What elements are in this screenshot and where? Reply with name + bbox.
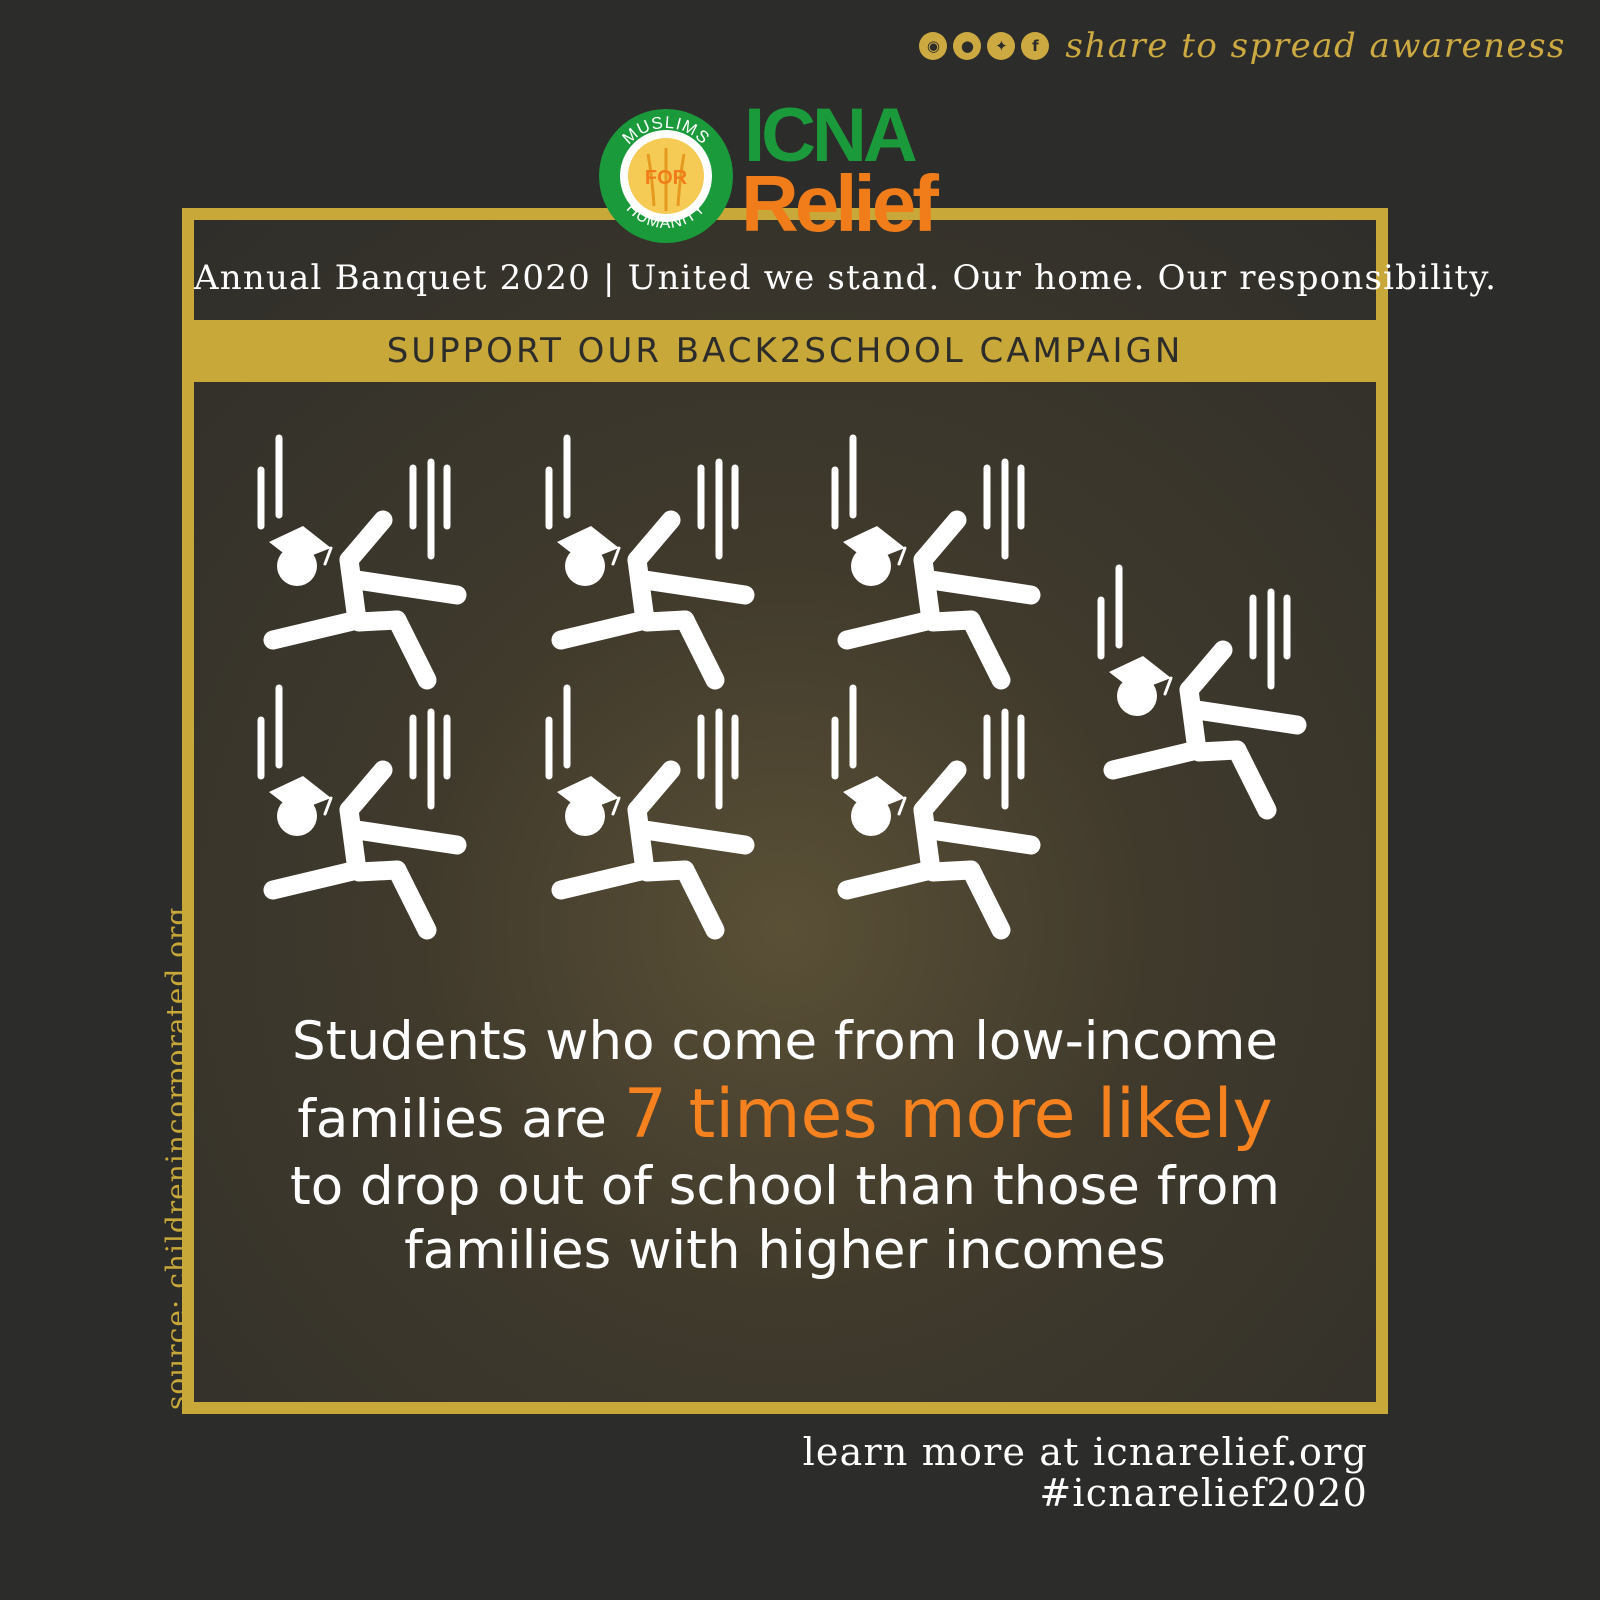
statement-line-2-prefix: families are: [297, 1088, 624, 1150]
logo-word-relief: Relief: [741, 159, 939, 248]
icna-relief-logo: FOR MUSLIMS HUMANITY ICNA Relief: [596, 98, 986, 249]
statement-line-1: Students who come from low-income: [292, 1011, 1278, 1072]
share-bar: ◉ ● ✦ f share to spread awareness: [919, 22, 1566, 70]
learn-more-link[interactable]: learn more at icnarelief.org: [802, 1430, 1368, 1474]
statement-line-3: to drop out of school than those from: [289, 1156, 1281, 1218]
statement-highlight: 7 times more likely: [623, 1074, 1273, 1154]
campaign-banner: SUPPORT OUR BACK2SCHOOL CAMPAIGN: [194, 320, 1376, 382]
logo-word-icna: ICNA: [744, 93, 918, 178]
footer: learn more at icnarelief.org #icnarelief…: [802, 1430, 1368, 1516]
instagram-icon[interactable]: ◉: [919, 32, 948, 60]
muslims-for-humanity-seal-icon: FOR MUSLIMS HUMANITY: [599, 109, 733, 243]
hashtag: #icnarelief2020: [1039, 1471, 1368, 1516]
statement-line-2: families are 7 times more likely: [200, 1074, 1370, 1156]
statement-line-4: families with higher incomes: [404, 1219, 1166, 1281]
svg-text:FOR: FOR: [645, 167, 688, 189]
facebook-icon[interactable]: f: [1021, 32, 1050, 60]
source-citation: source: childrenincorporated.org: [160, 906, 193, 1410]
statistic-statement: Students who come from low-income famili…: [200, 1010, 1370, 1282]
share-text: share to spread awareness: [1065, 26, 1566, 66]
banquet-subtitle: Annual Banquet 2020 | United we stand. O…: [194, 258, 1498, 298]
snapchat-icon[interactable]: ●: [953, 32, 982, 60]
twitter-icon[interactable]: ✦: [987, 32, 1016, 60]
campaign-label: SUPPORT OUR BACK2SCHOOL CAMPAIGN: [386, 331, 1184, 371]
